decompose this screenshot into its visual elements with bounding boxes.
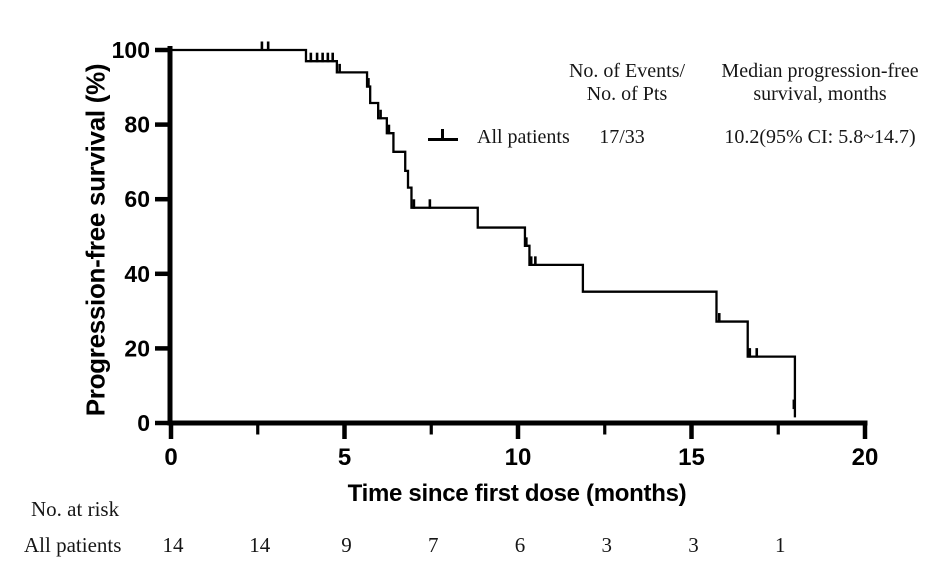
- risk-value: 6: [514, 533, 526, 557]
- legend-median-value: 10.2(95% CI: 5.8~14.7): [724, 126, 916, 148]
- x-tick-label: 10: [505, 444, 532, 471]
- y-tick-label: 20: [124, 335, 150, 361]
- legend-series-label: All patients: [477, 126, 570, 148]
- y-axis-title: Progression-free survival (%): [80, 63, 111, 417]
- risk-value: 3: [688, 533, 699, 557]
- x-tick-label: 5: [338, 444, 351, 471]
- y-tick-label: 80: [124, 112, 150, 138]
- legend-header-events-line1: No. of Events/: [568, 60, 686, 82]
- legend-header-median: Median progression-free survival, months: [721, 60, 918, 106]
- risk-value: 9: [341, 533, 352, 557]
- y-tick-label: 100: [112, 37, 150, 63]
- risk-value: 14: [249, 533, 271, 557]
- risk-value: 14: [162, 533, 184, 557]
- y-tick-label: 0: [137, 410, 150, 436]
- legend-events-value: 17/33: [599, 126, 645, 148]
- risk-value: 3: [601, 533, 613, 557]
- y-tick-label: 40: [124, 261, 150, 287]
- x-axis-title: Time since first dose (months): [347, 480, 687, 507]
- risk-value: 1: [775, 533, 786, 557]
- x-tick-label: 0: [164, 444, 177, 471]
- risk-value: 7: [428, 533, 439, 557]
- x-tick-label: 15: [678, 444, 705, 471]
- risk-table-title: No. at risk: [31, 497, 120, 521]
- legend-censor-tick-icon: [441, 129, 444, 141]
- km-survival-curve: [171, 48, 797, 418]
- x-tick-label: 20: [852, 444, 879, 471]
- legend-line-symbol: [428, 128, 458, 150]
- legend-header-median-line1: Median progression-free: [721, 60, 919, 82]
- legend-header-events: No. of Events/ No. of Pts: [569, 60, 685, 106]
- risk-table-row-label: All patients: [24, 533, 122, 557]
- legend-header-median-line2: survival, months: [753, 83, 887, 105]
- legend-header-events-line2: No. of Pts: [586, 83, 668, 105]
- y-tick-label: 60: [124, 186, 150, 212]
